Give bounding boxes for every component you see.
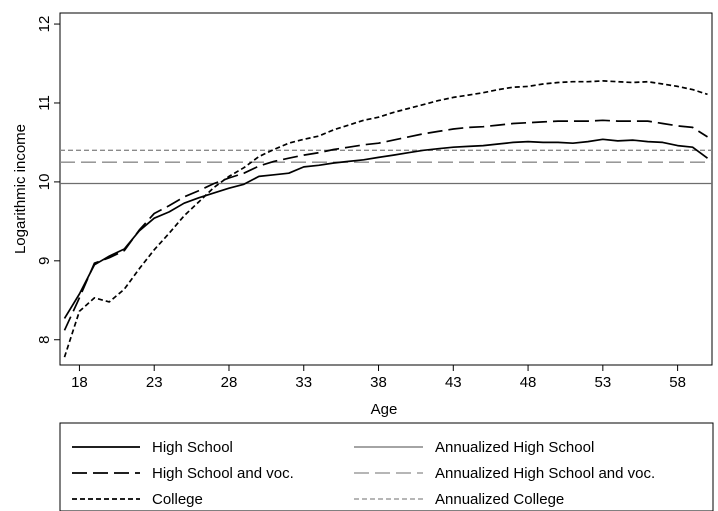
y-tick-label: 11 (36, 95, 53, 111)
y-axis-title: Logarithmic income (12, 124, 29, 254)
y-tick-label: 8 (36, 336, 53, 344)
legend-label-ref-1: Annualized High School (435, 439, 594, 456)
legend-label-ref-2: Annualized High School and voc. (435, 465, 655, 482)
series-line-3 (63, 80, 708, 358)
x-tick-label: 23 (146, 374, 163, 391)
x-tick-label: 48 (520, 374, 537, 391)
y-tick-label: 12 (36, 16, 53, 33)
axes: 8 9 10 11 12 18 23 28 33 38 43 48 53 58 (36, 16, 686, 391)
plot-area (59, 12, 713, 366)
x-tick-label: 28 (221, 374, 238, 391)
y-tick-label: 9 (36, 257, 53, 265)
x-tick-label: 43 (445, 374, 462, 391)
x-tick-label: 58 (669, 374, 686, 391)
legend-label-1: High School (152, 439, 233, 456)
x-tick-label: 53 (594, 374, 611, 391)
series-line-2 (63, 119, 708, 331)
legend-label-2: High School and voc. (152, 465, 294, 482)
plot-frame (59, 12, 713, 366)
legend-label-3: College (152, 491, 203, 508)
x-tick-label: 18 (71, 374, 88, 391)
x-tick-label: 38 (370, 374, 387, 391)
series-line-1 (63, 138, 709, 319)
y-tick-label: 10 (36, 174, 53, 191)
x-tick-label: 33 (295, 374, 312, 391)
x-axis-title: Age (371, 401, 398, 418)
legend-label-ref-3: Annualized College (435, 491, 564, 508)
legend: High School High School and voc. College An… (59, 422, 714, 511)
legend-box (59, 422, 714, 511)
